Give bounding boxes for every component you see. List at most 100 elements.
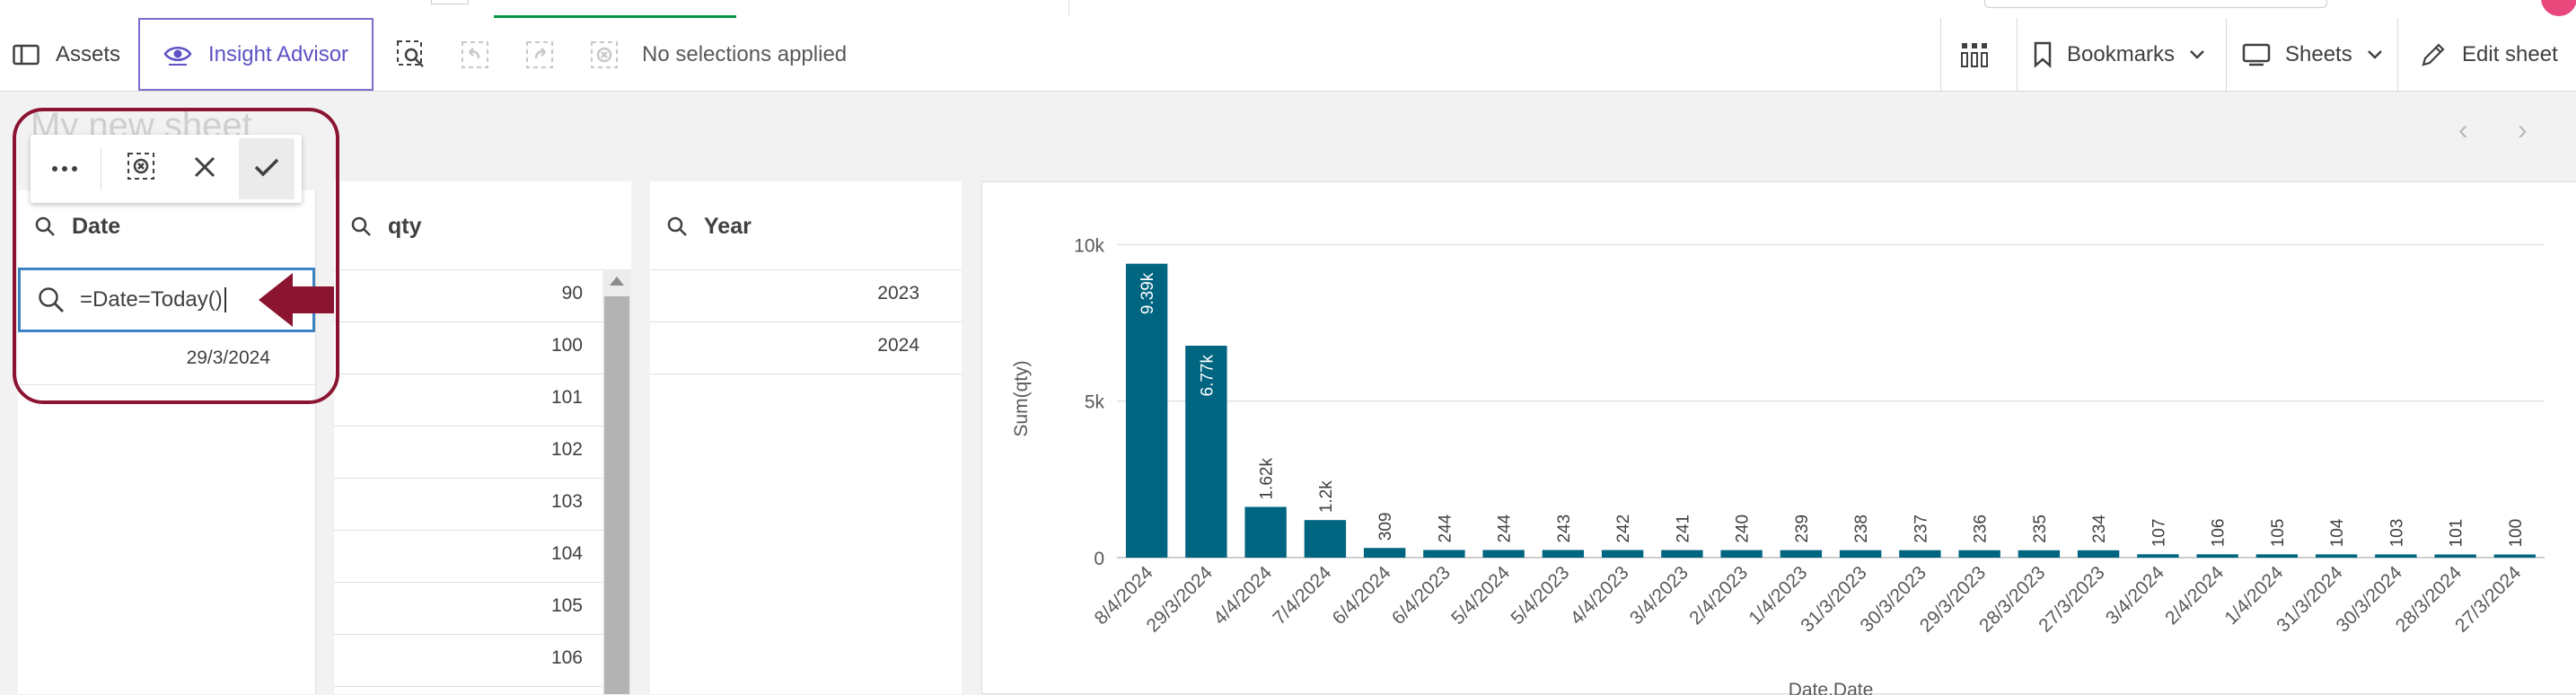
search-box-stub[interactable] (1984, 0, 2327, 8)
x-tick-label: 2/4/2023 (1685, 562, 1752, 629)
divider (2397, 18, 2398, 91)
bar[interactable] (1125, 263, 1168, 558)
data-label: 6.77k (1198, 355, 1217, 397)
bar[interactable] (1899, 550, 1941, 558)
data-label: 104 (2328, 518, 2347, 547)
insight-advisor-label: Insight Advisor (207, 41, 349, 66)
edit-sheet-label: Edit sheet (2462, 41, 2558, 66)
bar[interactable] (2196, 554, 2238, 558)
bar[interactable] (1601, 550, 1644, 558)
insight-advisor-button[interactable]: Insight Advisor (138, 18, 374, 91)
bar[interactable] (2493, 554, 2536, 558)
search-icon (350, 216, 372, 237)
annotation-arrow-icon (257, 270, 336, 334)
bar[interactable] (1780, 550, 1823, 558)
row-divider (334, 321, 602, 322)
avatar[interactable] (2541, 0, 2576, 16)
bar[interactable] (1482, 550, 1525, 558)
sheets-icon (2242, 43, 2271, 66)
y-tick-label: 5k (1085, 392, 1105, 413)
scroll-up-arrow-icon[interactable] (610, 277, 624, 286)
qty-scrollbar[interactable] (602, 269, 631, 694)
sheets-button[interactable]: Sheets (2242, 18, 2383, 91)
edit-sheet-button[interactable]: Edit sheet (2419, 18, 2572, 91)
row-divider (334, 426, 602, 427)
data-label: 106 (2210, 519, 2229, 548)
bar[interactable] (1244, 506, 1287, 558)
tab-stub[interactable] (431, 0, 469, 4)
year-value-item[interactable]: 2024 (877, 335, 919, 356)
x-tick-label: 27/3/2023 (2035, 562, 2108, 636)
qty-value-item[interactable]: 90 (561, 283, 583, 304)
bookmarks-button[interactable]: Bookmarks (2026, 18, 2205, 91)
bar[interactable] (1304, 520, 1347, 558)
qty-filter-pane: qty 90 100 101 102 103 104 105 106 (334, 181, 631, 694)
x-tick-label: 27/3/2024 (2451, 562, 2526, 637)
bar[interactable] (1423, 550, 1465, 558)
bar[interactable] (2375, 554, 2417, 558)
qty-value-item[interactable]: 100 (550, 335, 583, 356)
bar[interactable] (1661, 550, 1703, 558)
qty-value-item[interactable]: 106 (550, 647, 583, 668)
clear-all-icon[interactable] (590, 18, 619, 91)
bar[interactable] (1185, 346, 1227, 558)
date-search-input[interactable]: =Date=Today() (18, 268, 315, 332)
year-filter-pane: Year 2023 2024 (650, 181, 962, 694)
next-sheet-button[interactable]: › (2518, 113, 2528, 145)
step-forward-icon[interactable] (525, 18, 554, 91)
assets-button[interactable]: Assets (13, 18, 120, 91)
bar[interactable] (1720, 550, 1763, 558)
x-tick-label: 6/4/2024 (1329, 562, 1395, 629)
scrollbar-thumb[interactable] (604, 296, 629, 694)
qty-value-item[interactable]: 102 (550, 439, 583, 460)
panel-icon (13, 44, 40, 66)
confirm-selection-button[interactable] (239, 138, 295, 199)
clear-selection-button[interactable] (108, 135, 176, 203)
cancel-selection-button[interactable] (178, 135, 232, 203)
bar[interactable] (2315, 554, 2358, 558)
x-axis-label: Date.Date (1789, 680, 1874, 695)
bar[interactable] (2018, 550, 2061, 558)
qty-value-item[interactable]: 103 (550, 491, 583, 512)
qty-value-item[interactable]: 105 (550, 595, 583, 616)
text-caret (224, 287, 226, 312)
bar[interactable] (1839, 550, 1882, 558)
year-value-item[interactable]: 2023 (877, 283, 919, 304)
date-filter-pane: Date 29/3/2024 (18, 190, 315, 694)
row-divider (18, 384, 315, 385)
bar[interactable] (1363, 548, 1406, 558)
more-options-button[interactable] (31, 135, 99, 203)
x-tick-label: 2/4/2024 (2161, 562, 2228, 629)
x-tick-label: 3/4/2023 (1626, 562, 1692, 629)
date-filter-header[interactable]: Date (18, 190, 315, 262)
grid-icon[interactable] (1960, 18, 1989, 91)
bar[interactable] (1958, 550, 2000, 558)
bookmark-icon (2033, 41, 2053, 68)
x-tick-label: 7/4/2024 (1269, 562, 1335, 629)
qty-value-item[interactable]: 104 (550, 543, 583, 564)
qty-value-item[interactable]: 101 (550, 387, 583, 408)
data-label: 242 (1614, 515, 1633, 543)
smart-search-icon[interactable] (396, 18, 426, 91)
bar[interactable] (2255, 554, 2299, 558)
row-divider (650, 321, 962, 322)
row-divider (650, 269, 962, 270)
year-filter-header[interactable]: Year (650, 190, 962, 262)
active-tab-indicator (494, 15, 736, 18)
bar[interactable] (2077, 550, 2120, 558)
previous-sheet-button[interactable]: ‹ (2458, 113, 2468, 145)
bar[interactable] (2434, 554, 2476, 558)
bar-chart[interactable]: 05k10kSum(qty)Date.Date9.39k8/4/20246.77… (982, 182, 2576, 695)
y-axis-label: Sum(qty) (1011, 360, 1032, 436)
row-divider (334, 582, 602, 583)
data-label: 243 (1555, 515, 1574, 543)
x-tick-label: 6/4/2023 (1388, 562, 1455, 629)
bar[interactable] (1542, 550, 1585, 558)
data-label: 244 (1436, 514, 1455, 542)
divider (1940, 18, 1941, 91)
qty-filter-header[interactable]: qty (334, 190, 631, 262)
top-strip (0, 0, 2576, 19)
bar[interactable] (2137, 554, 2179, 558)
step-back-icon[interactable] (461, 18, 489, 91)
date-value-item[interactable]: 29/3/2024 (186, 348, 270, 368)
